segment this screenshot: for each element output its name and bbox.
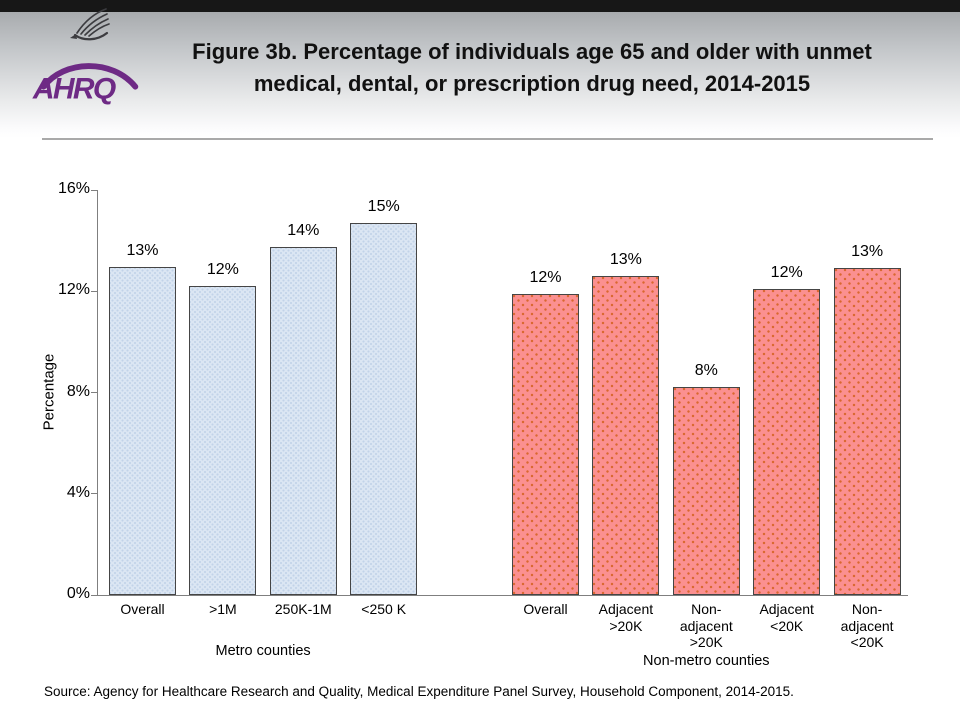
group-label: Metro counties [215, 643, 311, 659]
bar-value-label: 12% [529, 269, 562, 286]
bar [109, 267, 176, 595]
category-label: Non- adjacent >20K [679, 601, 733, 651]
top-strip [0, 0, 960, 12]
ahrq-wordmark-text: AHRQ [32, 72, 116, 105]
bar-value-label: 13% [851, 243, 884, 260]
category-label: Overall [523, 601, 568, 617]
hhs-eagle-icon [70, 8, 110, 41]
header-separator [42, 138, 933, 140]
bar [512, 294, 579, 595]
source-note: Source: Agency for Healthcare Research a… [44, 684, 794, 699]
bar-value-label: 12% [770, 264, 803, 281]
ahrq-logo: AHRQ [32, 6, 164, 106]
category-label: Adjacent >20K [598, 601, 654, 634]
bar [672, 387, 740, 595]
bar-value-label: 15% [367, 198, 400, 215]
category-label: Non- adjacent <20K [840, 601, 894, 651]
bar [269, 247, 337, 595]
y-tick-mark [91, 290, 98, 292]
bar [753, 289, 821, 595]
ahrq-wordmark: AHRQ [32, 63, 139, 105]
y-tick-mark [91, 594, 98, 596]
bar-value-label: 13% [609, 251, 642, 268]
y-tick-mark [91, 189, 98, 191]
bar-chart-plot-area: 0% 4% 8% 12% 16% 13% Overall 12% >1M 14% 250K-1M 15… [58, 180, 908, 669]
y-tick-label: 16% [57, 180, 90, 197]
figure-title: Figure 3b. Percentage of individuals age… [192, 39, 872, 96]
y-tick-mark [91, 493, 98, 495]
bar-value-label: 14% [287, 222, 320, 239]
y-tick-mark [91, 392, 98, 393]
category-label: Adjacent <20K [759, 601, 814, 634]
bar-value-label: 8% [694, 362, 718, 379]
bar [350, 223, 418, 595]
y-tick-label: 12% [57, 281, 90, 299]
bar-value-label: 13% [126, 242, 159, 259]
y-tick-label: 0% [66, 585, 90, 602]
group-label: Non-metro counties [643, 653, 770, 669]
y-tick-label: 8% [66, 382, 90, 400]
category-label: 250K-1M [274, 601, 332, 617]
bar-value-label: 12% [206, 261, 239, 278]
bar [189, 286, 257, 595]
category-label: <250 K [361, 601, 407, 617]
header-band [0, 12, 960, 138]
category-label: >1M [209, 601, 237, 617]
category-label: Overall [120, 601, 165, 617]
bar [833, 268, 901, 595]
y-tick-label: 4% [66, 483, 90, 501]
bar [592, 276, 660, 595]
